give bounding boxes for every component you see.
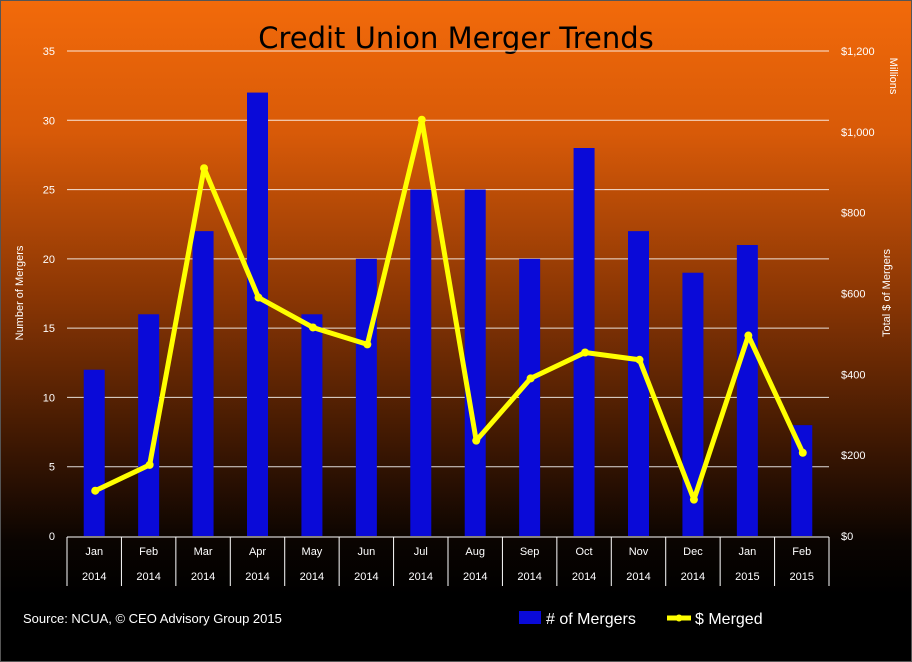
legend-bar-label: # of Mergers xyxy=(546,611,636,628)
line-point xyxy=(254,293,263,302)
bar xyxy=(573,148,595,536)
right-axis-ticks: $0 $200 $400 $600 $800 $1,000 $1,200 xyxy=(841,46,875,543)
x-tick-month: Aug xyxy=(465,546,485,558)
y-tick-label: 25 xyxy=(43,185,55,197)
y-tick-label: 0 xyxy=(49,531,55,543)
y2-tick-label: $600 xyxy=(841,289,865,301)
x-tick-month: Apr xyxy=(249,546,266,558)
x-tick-year: 2014 xyxy=(681,571,705,583)
x-tick-year: 2014 xyxy=(517,571,541,583)
x-tick-month: May xyxy=(302,546,323,558)
y-tick-label: 35 xyxy=(43,46,55,58)
chart-title: Credit Union Merger Trends xyxy=(258,21,654,55)
x-tick-month: Jul xyxy=(414,546,428,558)
line-point xyxy=(308,323,317,332)
line-point xyxy=(363,340,372,349)
line-series xyxy=(91,115,807,504)
y2-tick-label: $200 xyxy=(841,450,865,462)
y2-tick-label: $1,200 xyxy=(841,46,875,58)
legend-bar-swatch xyxy=(519,611,541,624)
legend-line-label: $ Merged xyxy=(695,611,763,628)
x-tick-month: Feb xyxy=(139,546,158,558)
y-tick-label: 5 xyxy=(49,462,55,474)
bar xyxy=(138,314,160,536)
x-tick-month: Mar xyxy=(194,546,213,558)
line-point xyxy=(581,348,590,357)
line-point xyxy=(689,495,698,504)
x-tick-year: 2015 xyxy=(790,571,814,583)
gridlines xyxy=(67,50,829,468)
x-tick-year: 2014 xyxy=(300,571,324,583)
y2-axis-unit: Millions xyxy=(887,58,899,95)
y-axis-title: Number of Mergers xyxy=(14,245,26,340)
bar xyxy=(83,369,105,536)
legend: # of Mergers $ Merged xyxy=(519,611,763,628)
bar xyxy=(355,258,377,536)
x-tick-month: Oct xyxy=(576,546,593,558)
left-axis-ticks: 0 5 10 15 20 25 30 35 xyxy=(43,46,55,543)
bar xyxy=(192,231,214,536)
bar xyxy=(628,231,649,536)
bar xyxy=(301,314,323,536)
x-tick-month: Jan xyxy=(738,546,756,558)
bar xyxy=(247,92,268,537)
x-tick-year: 2014 xyxy=(136,571,160,583)
line-point xyxy=(744,331,753,340)
y2-tick-label: $0 xyxy=(841,531,853,543)
x-tick-year: 2014 xyxy=(463,571,487,583)
line-point xyxy=(145,460,154,469)
y2-tick-label: $400 xyxy=(841,369,865,381)
source-note: Source: NCUA, © CEO Advisory Group 2015 xyxy=(23,611,282,626)
line-point xyxy=(472,436,481,445)
x-tick-year: 2014 xyxy=(626,571,650,583)
x-tick-year: 2014 xyxy=(82,571,106,583)
bar xyxy=(410,189,432,537)
x-tick-year: 2014 xyxy=(409,571,433,583)
y2-tick-label: $800 xyxy=(841,208,865,220)
y-tick-label: 20 xyxy=(43,254,55,266)
x-tick-month: Dec xyxy=(683,546,703,558)
y-tick-label: 10 xyxy=(43,392,55,404)
y-tick-label: 15 xyxy=(43,323,55,335)
x-tick-year: 2014 xyxy=(245,571,269,583)
y2-axis-title: Total $ of Mergers xyxy=(881,248,893,337)
bar-series xyxy=(83,92,813,537)
x-tick-year: 2014 xyxy=(572,571,596,583)
line-point xyxy=(200,164,209,173)
x-tick-month: Jan xyxy=(85,546,103,558)
bar xyxy=(682,272,704,536)
bar xyxy=(519,258,541,536)
category-table: Jan 2014 Feb 2014 Mar 2014 Apr 2014 May 2014 Jun 20… xyxy=(66,536,830,586)
line-point xyxy=(417,115,426,124)
line-point xyxy=(91,486,100,495)
x-tick-year: 2015 xyxy=(735,571,759,583)
bar xyxy=(736,245,758,536)
merged-line xyxy=(94,117,806,503)
y2-tick-label: $1,000 xyxy=(841,127,875,139)
x-tick-year: 2014 xyxy=(191,571,215,583)
x-tick-month: Feb xyxy=(792,546,811,558)
bar xyxy=(464,189,486,537)
x-tick-month: Nov xyxy=(629,546,649,558)
x-tick-month: Sep xyxy=(520,546,540,558)
line-point xyxy=(526,374,535,383)
x-tick-month: Jun xyxy=(357,546,375,558)
line-point xyxy=(635,355,644,364)
line-point xyxy=(798,448,807,457)
y-tick-label: 30 xyxy=(43,115,55,127)
bar xyxy=(791,425,813,536)
x-tick-year: 2014 xyxy=(354,571,378,583)
legend-line-marker xyxy=(675,614,683,622)
